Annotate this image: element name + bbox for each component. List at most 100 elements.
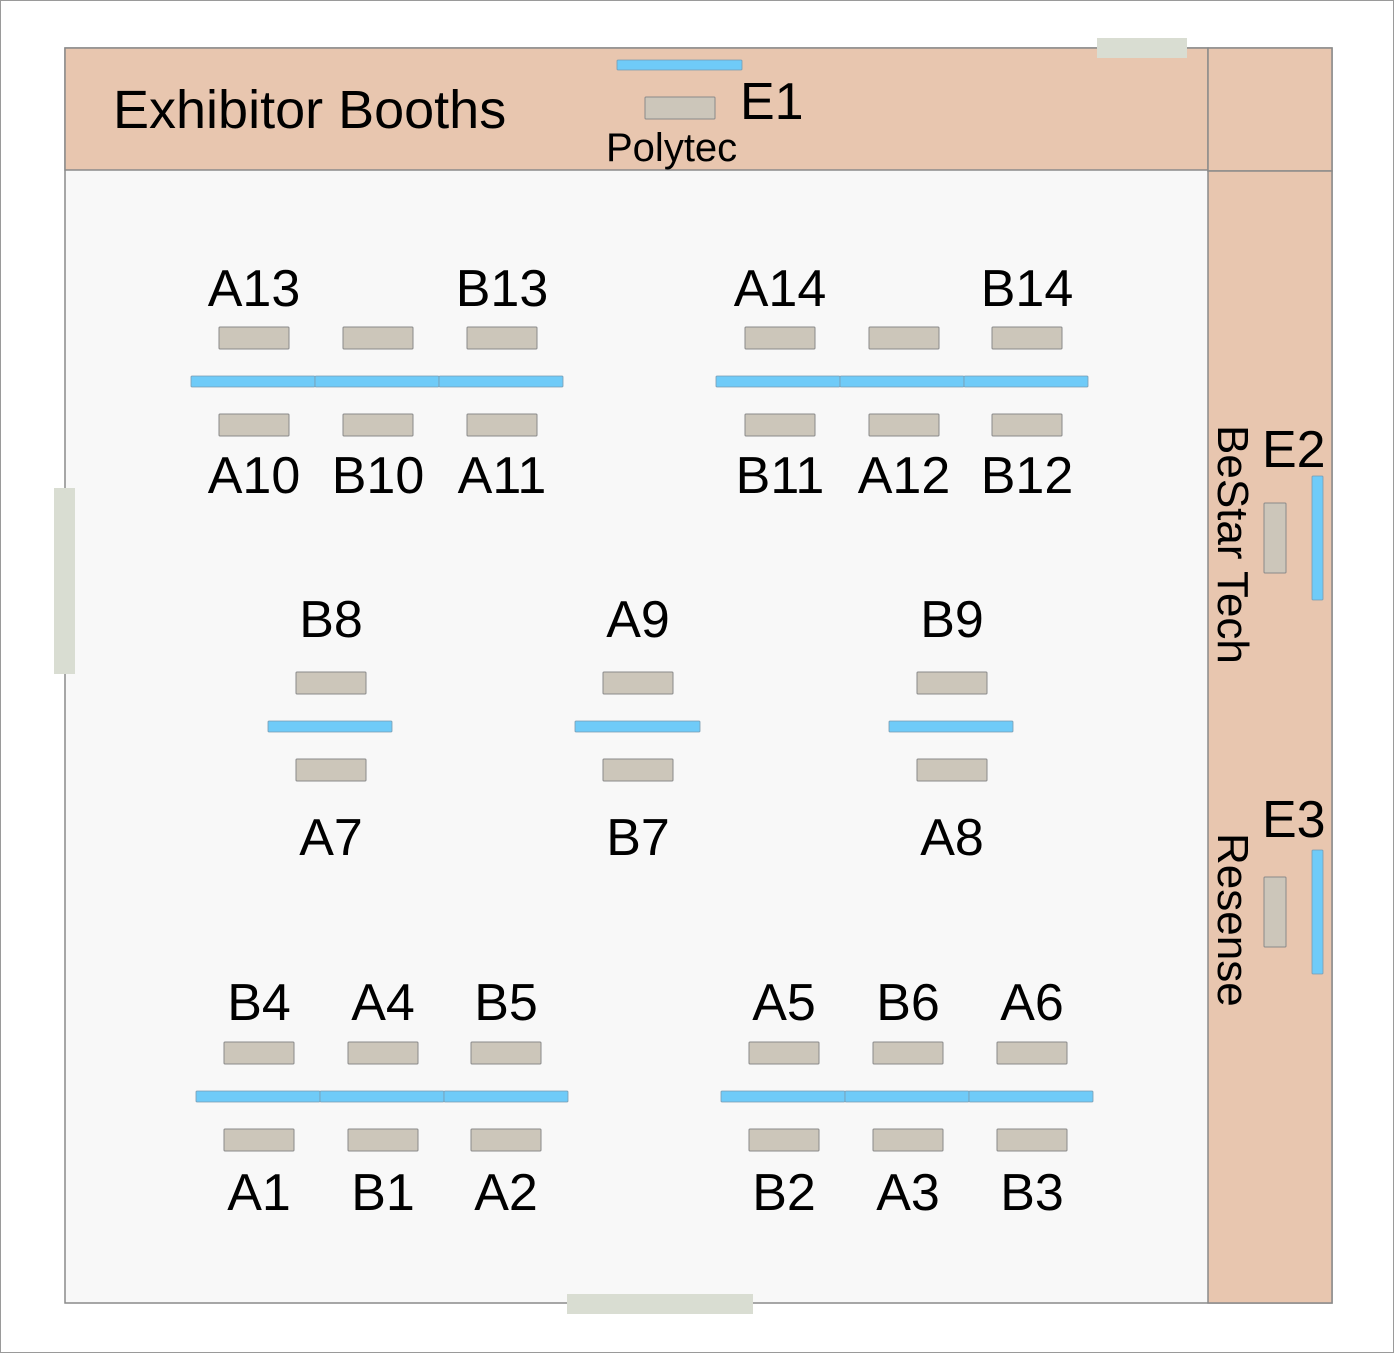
booth-table xyxy=(470,1128,542,1152)
booth-table xyxy=(466,326,538,350)
booth-table xyxy=(996,1128,1068,1152)
booth-table xyxy=(748,1041,820,1065)
company-label-bestar-tech: BeStar Tech xyxy=(1208,425,1257,664)
booth-table xyxy=(916,758,988,782)
booth-table xyxy=(347,1128,419,1152)
booth-label-b4: B4 xyxy=(227,974,291,1032)
booth-label-b6: B6 xyxy=(876,974,940,1032)
cluster-top-left: A13 A10 B10 B13 A11 xyxy=(190,260,564,505)
divider-segment xyxy=(968,1090,1094,1103)
booth-label-b9: B9 xyxy=(920,591,984,649)
cluster-middle-right: B9 A8 xyxy=(888,591,1014,867)
booth-table xyxy=(916,671,988,695)
booth-table xyxy=(991,413,1063,437)
booth-table xyxy=(470,1041,542,1065)
divider-e1 xyxy=(616,59,743,71)
booth-table xyxy=(223,1041,295,1065)
booth-label-b13: B13 xyxy=(456,260,549,318)
page-title: Exhibitor Booths xyxy=(113,80,506,140)
divider-e2 xyxy=(1311,475,1324,601)
divider-segment xyxy=(888,720,1014,733)
divider-segment xyxy=(839,375,965,388)
table-e3 xyxy=(1263,876,1287,948)
booth-label-a12: A12 xyxy=(858,447,951,505)
booth-table xyxy=(295,671,367,695)
booth-label-a11: A11 xyxy=(458,447,547,505)
booth-label-b2: B2 xyxy=(752,1164,816,1222)
booth-clusters: A13 A10 B10 B13 A11 A14 B11 A12 B14 B12 B8 A7 A9 B7 B9… xyxy=(190,260,1094,1222)
divider-segment xyxy=(267,720,393,733)
booth-label-b3: B3 xyxy=(1000,1164,1064,1222)
booth-table xyxy=(868,413,940,437)
booth-label-e3: E3 xyxy=(1262,791,1326,849)
divider-segment xyxy=(715,375,841,388)
booth-label-b1: B1 xyxy=(351,1164,415,1222)
hall-floor xyxy=(64,47,1333,1304)
booth-table xyxy=(602,671,674,695)
divider-e3 xyxy=(1311,849,1324,975)
booth-label-a13: A13 xyxy=(208,260,301,318)
booth-label-b8: B8 xyxy=(299,591,363,649)
booth-label-a3: A3 xyxy=(876,1164,940,1222)
booth-table xyxy=(996,1041,1068,1065)
booth-table xyxy=(748,1128,820,1152)
booth-table xyxy=(295,758,367,782)
booth-table xyxy=(868,326,940,350)
table-e2 xyxy=(1263,502,1287,574)
divider-segment xyxy=(438,375,564,388)
booth-label-a2: A2 xyxy=(474,1164,538,1222)
table-e1 xyxy=(644,96,716,120)
booth-label-b10: B10 xyxy=(332,447,425,505)
company-label-resense: Resense xyxy=(1208,833,1257,1007)
booth-label-a14: A14 xyxy=(734,260,827,318)
booth-table xyxy=(602,758,674,782)
booth-label-b5: B5 xyxy=(474,974,538,1032)
divider-segment xyxy=(314,375,440,388)
booth-label-a1: A1 xyxy=(227,1164,291,1222)
divider-segment xyxy=(844,1090,970,1103)
exhibitor-band-corner xyxy=(1207,47,1333,172)
exhibitor-band-right xyxy=(1207,170,1333,1304)
booth-table xyxy=(744,326,816,350)
door-bottom xyxy=(567,1294,753,1314)
booth-table xyxy=(466,413,538,437)
divider-segment xyxy=(720,1090,846,1103)
booth-table xyxy=(991,326,1063,350)
cluster-top-right: A14 B11 A12 B14 B12 xyxy=(715,260,1089,505)
cluster-middle-center: A9 B7 xyxy=(574,591,701,867)
divider-segment xyxy=(319,1090,445,1103)
booth-table xyxy=(223,1128,295,1152)
company-label-polytec: Polytec xyxy=(606,126,737,170)
divider-segment xyxy=(443,1090,569,1103)
booth-label-a5: A5 xyxy=(752,974,816,1032)
booth-label-a10: A10 xyxy=(208,447,301,505)
divider-segment xyxy=(195,1090,321,1103)
booth-table xyxy=(218,326,290,350)
booth-table xyxy=(872,1041,944,1065)
divider-segment xyxy=(574,720,701,733)
divider-segment xyxy=(190,375,316,388)
booth-label-b7: B7 xyxy=(606,809,670,867)
booth-table xyxy=(342,413,414,437)
booth-label-e2: E2 xyxy=(1262,421,1326,479)
booth-label-b11: B11 xyxy=(736,447,825,505)
booth-table xyxy=(744,413,816,437)
booth-label-b12: B12 xyxy=(981,447,1074,505)
booth-table xyxy=(347,1041,419,1065)
door-left xyxy=(54,488,75,674)
booth-table xyxy=(218,413,290,437)
booth-label-a8: A8 xyxy=(920,809,984,867)
divider-segment xyxy=(963,375,1089,388)
booth-label-a6: A6 xyxy=(1000,974,1064,1032)
door-top xyxy=(1097,38,1187,58)
booth-table xyxy=(872,1128,944,1152)
cluster-bottom-left: B4 A1 A4 B1 B5 A2 xyxy=(195,974,569,1222)
booth-label-a7: A7 xyxy=(299,809,363,867)
booth-table xyxy=(342,326,414,350)
booth-label-e1: E1 xyxy=(740,73,804,131)
booth-label-b14: B14 xyxy=(981,260,1074,318)
booth-label-a4: A4 xyxy=(351,974,415,1032)
cluster-bottom-right: A5 B2 B6 A3 A6 B3 xyxy=(720,974,1094,1222)
booth-label-a9: A9 xyxy=(606,591,670,649)
